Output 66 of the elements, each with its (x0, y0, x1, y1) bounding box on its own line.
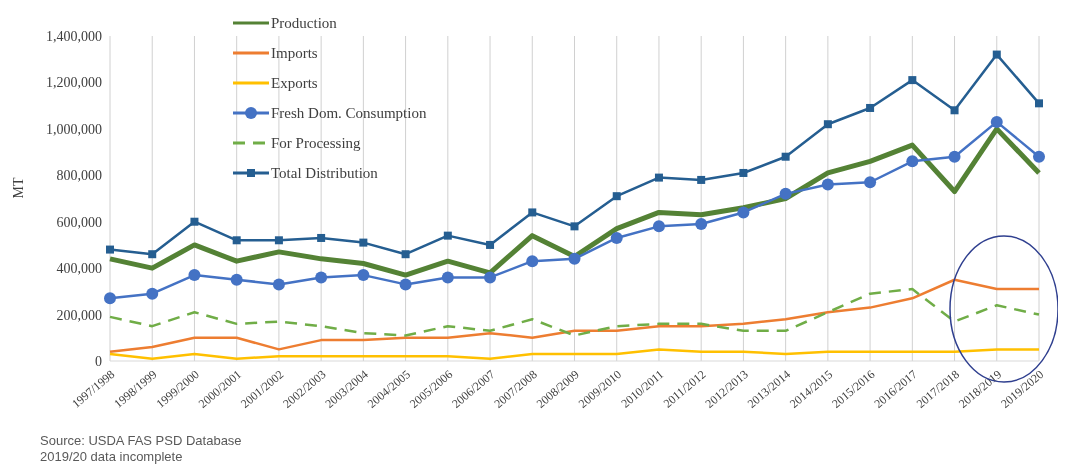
point (526, 255, 539, 268)
point (1035, 99, 1043, 108)
legend-label: Fresh Dom. Consumption (271, 104, 427, 122)
point (106, 245, 114, 254)
point (315, 271, 328, 284)
point (104, 292, 116, 305)
point (399, 278, 412, 291)
source-note: Source: USDA FAS PSD Database (40, 433, 243, 449)
y-tick-label: 600,000 (56, 214, 102, 230)
point (695, 218, 708, 231)
point (990, 115, 1003, 128)
text: 2019/20 data incomplete (40, 449, 184, 465)
line-series (108, 348, 1041, 360)
y-tick-label: 200,000 (56, 307, 102, 323)
point (697, 175, 706, 184)
point (950, 106, 959, 115)
y-tick-label: 0 (95, 353, 102, 369)
point (401, 250, 410, 259)
point (866, 103, 875, 112)
point (188, 269, 201, 282)
point (528, 208, 537, 217)
point (232, 236, 241, 245)
y-tick-label: 1,400,000 (46, 28, 102, 44)
point (612, 192, 621, 201)
point (610, 231, 623, 244)
point (230, 273, 243, 286)
point (779, 187, 792, 200)
y-tick-label: 1,000,000 (46, 121, 102, 137)
legend-label: Imports (271, 44, 318, 62)
point (570, 222, 579, 231)
point (781, 152, 790, 161)
line-series (108, 287, 1041, 337)
point (357, 269, 370, 282)
legend-label: Total Distribution (271, 164, 378, 182)
point (274, 236, 283, 245)
point (739, 168, 748, 177)
point (654, 173, 663, 182)
point (908, 76, 917, 85)
point (317, 233, 326, 242)
legend-label: Exports (271, 74, 318, 92)
point (992, 50, 1001, 59)
y-tick-label: 800,000 (56, 168, 102, 184)
line-series (108, 278, 1041, 353)
y-axis-title: MT (10, 177, 26, 199)
point (359, 238, 368, 247)
point (486, 240, 495, 249)
y-tick-label: 400,000 (56, 261, 102, 277)
point (906, 155, 919, 168)
point (737, 206, 750, 219)
point (484, 271, 497, 284)
point (146, 287, 159, 300)
point (864, 176, 877, 189)
point (652, 220, 665, 233)
point (441, 271, 454, 284)
point (823, 120, 832, 129)
point (190, 217, 199, 226)
legend-label: For Processing (271, 134, 361, 152)
point (948, 150, 961, 163)
legend-label: Production (271, 14, 337, 32)
y-tick-label: 1,200,000 (46, 75, 102, 91)
point (821, 178, 834, 191)
point (272, 278, 285, 291)
point (443, 231, 452, 240)
point (1033, 150, 1045, 163)
point (148, 250, 157, 259)
point (568, 252, 581, 265)
